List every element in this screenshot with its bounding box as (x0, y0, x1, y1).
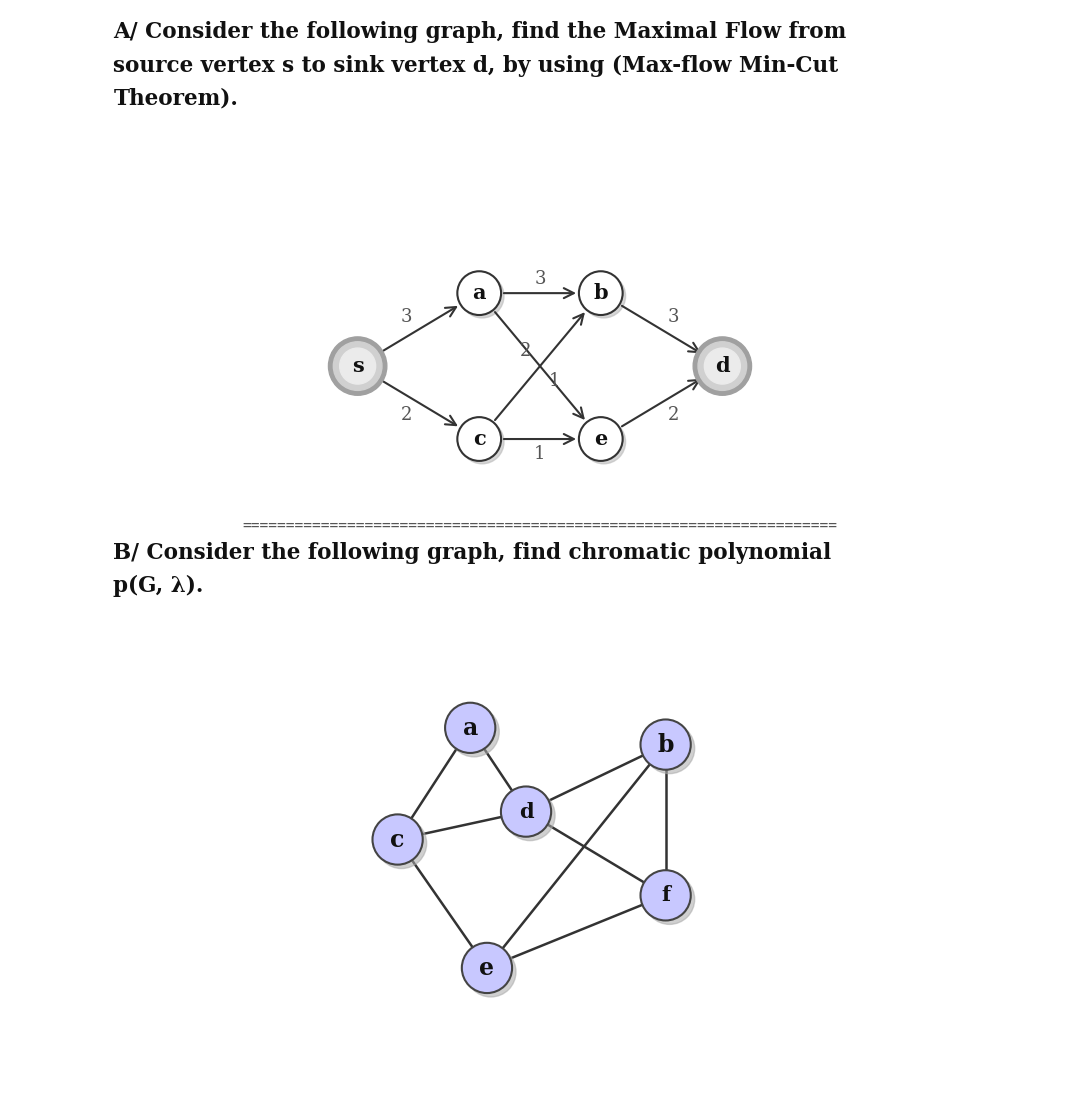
Text: b: b (658, 732, 674, 756)
Text: c: c (473, 429, 486, 449)
Text: 2: 2 (519, 342, 531, 360)
Circle shape (693, 337, 752, 395)
Circle shape (373, 815, 422, 864)
Circle shape (334, 341, 382, 391)
Circle shape (339, 348, 376, 384)
Circle shape (445, 702, 496, 753)
Text: 3: 3 (667, 308, 679, 327)
Circle shape (704, 348, 741, 384)
Text: a: a (472, 283, 486, 303)
Text: 1: 1 (535, 445, 545, 462)
Text: 2: 2 (401, 405, 411, 424)
Circle shape (449, 707, 499, 756)
Text: ====================================================================: ========================================… (243, 519, 837, 533)
Text: c: c (391, 828, 405, 851)
Circle shape (457, 417, 501, 461)
Circle shape (460, 421, 504, 464)
Text: e: e (480, 956, 495, 980)
Circle shape (582, 274, 625, 318)
Text: B/ Consider the following graph, find chromatic polynomial
p(G, λ).: B/ Consider the following graph, find ch… (113, 542, 832, 597)
Text: 1: 1 (549, 372, 561, 390)
Text: d: d (715, 356, 730, 377)
Circle shape (640, 719, 691, 770)
Circle shape (645, 723, 694, 774)
Circle shape (377, 818, 427, 869)
Circle shape (579, 271, 623, 315)
Text: b: b (594, 283, 608, 303)
Circle shape (698, 341, 746, 391)
Circle shape (582, 421, 625, 464)
Text: e: e (594, 429, 607, 449)
Circle shape (504, 791, 555, 841)
Circle shape (501, 786, 551, 837)
Text: f: f (661, 885, 670, 905)
Text: d: d (518, 802, 534, 821)
Text: a: a (462, 716, 477, 740)
Circle shape (465, 947, 516, 998)
Circle shape (328, 337, 387, 395)
Circle shape (460, 274, 504, 318)
Text: A/ Consider the following graph, find the Maximal Flow from
source vertex s to s: A/ Consider the following graph, find th… (113, 21, 847, 110)
Circle shape (640, 870, 691, 920)
Circle shape (457, 271, 501, 315)
Text: 2: 2 (669, 405, 679, 424)
Text: 3: 3 (535, 270, 545, 287)
Circle shape (579, 417, 623, 461)
Text: 3: 3 (401, 308, 413, 327)
Text: s: s (352, 356, 364, 377)
Circle shape (462, 942, 512, 993)
Circle shape (645, 874, 694, 925)
